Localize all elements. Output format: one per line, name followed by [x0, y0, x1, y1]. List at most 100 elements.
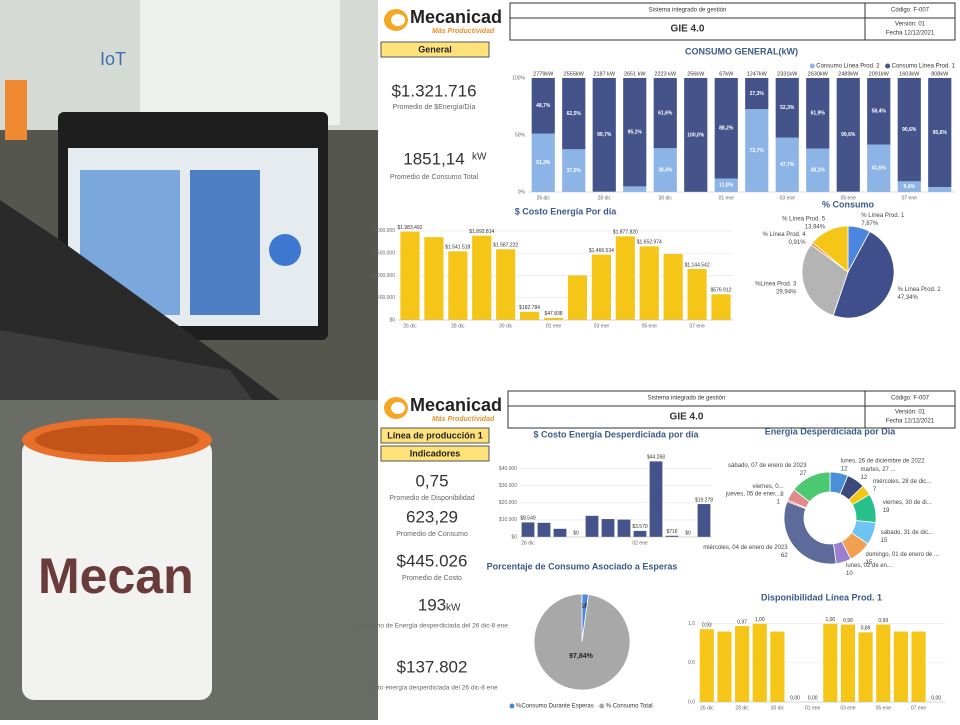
bar-label: $3.570 — [632, 524, 648, 530]
total-label: 2223 kW — [654, 71, 677, 77]
bar — [586, 516, 599, 537]
kpi-label: Promedio de $Energía/Día — [393, 104, 476, 111]
chart-title: $ Costo Energía Desperdiciada por día — [533, 429, 699, 439]
bar-label: $1.983.492 — [397, 225, 422, 231]
bar — [664, 254, 683, 320]
bar-label: 38,1% — [811, 168, 826, 174]
nav-button-label: Indicadores — [410, 448, 461, 458]
bar — [618, 520, 631, 537]
bar-label: 27,3% — [750, 91, 765, 97]
slice-value: 29,94% — [776, 290, 797, 296]
slice-name: lunes, 02 de en... — [846, 563, 892, 569]
bar — [711, 294, 730, 320]
bar-label: 0,99 — [843, 618, 853, 624]
header-title: GIE 4.0 — [671, 24, 705, 35]
bar-label: $1.892.814 — [469, 229, 494, 235]
y-tick-label: 0,0 — [688, 699, 695, 705]
slice-name: miércoles, 04 de enero de 2023 — [703, 545, 788, 551]
bar-label: 0,97 — [737, 619, 747, 625]
kpi-value: $1.321.716 — [391, 81, 476, 100]
y-tick-label: 1.500.000 — [373, 251, 395, 257]
slice-name: % Línea Prod. 2 — [898, 287, 942, 293]
kpi-value: $445.026 — [397, 551, 468, 570]
x-tick-label: 26 dic — [700, 705, 714, 711]
mug-text: Mecan — [38, 548, 194, 604]
slice-value: 12 — [841, 467, 848, 473]
x-tick-label: 30 dic — [499, 323, 513, 329]
slice-value: 10 — [846, 571, 853, 577]
total-label: 1247kW — [747, 71, 768, 77]
bar-label: 0,00 — [931, 695, 941, 701]
header-version: Versión: 01 — [895, 410, 926, 416]
bar-label: 0,93 — [702, 623, 712, 629]
logo-name: Mecanicad — [410, 395, 502, 415]
bar-label: 99,7% — [597, 132, 612, 138]
x-tick-label: 01 ene — [805, 705, 821, 711]
wall-icon — [5, 80, 27, 140]
slice-name: %Línea Prod. 3 — [755, 282, 797, 288]
legend-swatch — [510, 704, 515, 709]
legend-label: Consumo Línea Prod. 1 — [892, 64, 956, 70]
nav-button-label: General — [418, 44, 452, 54]
bar-label: $1.652.974 — [637, 240, 662, 246]
logo-tagline: Más Productividad — [432, 28, 495, 35]
total-label: 808kW — [931, 71, 949, 77]
slice-name: sábado, 31 de dic... — [881, 530, 934, 536]
y-tick-label: 50% — [515, 132, 526, 138]
bar-label: 47,7% — [780, 162, 795, 168]
kpi-unit: kW — [446, 603, 461, 614]
mug-inside — [35, 425, 199, 455]
kpi-label: Promedio de Consumo Total — [390, 174, 479, 181]
bar-label: 99,6% — [841, 132, 856, 138]
bar — [650, 461, 663, 537]
slice-name: % Línea Prod. 5 — [782, 217, 826, 223]
bar-label: 9,4% — [904, 184, 916, 190]
bar-label: $1.877.820 — [613, 230, 638, 236]
chart-title: Disponibilidad Línea Prod. 1 — [761, 592, 882, 602]
y-tick-label: $40.000 — [499, 466, 517, 472]
header-version: Versión: 01 — [895, 22, 926, 28]
x-tick-label: 07 ene — [911, 705, 927, 711]
slice-value: 27 — [800, 471, 807, 477]
bar-label: 51,3% — [536, 160, 551, 166]
x-tick-label: 05 ene — [642, 323, 658, 329]
chart-title: Porcentaje de Consumo Asociado a Esperas — [487, 561, 678, 571]
bar — [735, 626, 749, 702]
legend-label: % Consumo Total — [606, 704, 653, 710]
bar — [894, 632, 908, 702]
bar-label: $1.466.534 — [589, 248, 614, 254]
x-tick-label: 03 ene — [594, 323, 610, 329]
y-tick-label: 0,5 — [688, 660, 695, 666]
bar-segment — [928, 187, 951, 192]
slice-value: 47,34% — [898, 295, 919, 301]
logo-icon — [391, 402, 405, 414]
x-tick-label: 28 dic — [451, 323, 465, 329]
slice-name: domingo, 01 de enero de ... — [866, 552, 940, 558]
kpi-label: Promedio de Costo — [402, 575, 462, 582]
bar — [522, 522, 535, 537]
slice-value: 7,87% — [861, 221, 879, 227]
x-tick-label: 01 ene — [546, 323, 562, 329]
bar-label: $1.144.542 — [685, 262, 710, 268]
bar-label: 61,6% — [658, 110, 673, 116]
kpi-value: 193 — [418, 595, 446, 614]
nav-button-label: Línea de producción 1 — [387, 430, 483, 440]
bar-label: $182.784 — [519, 305, 540, 311]
total-label: 2331kW — [777, 71, 798, 77]
bar — [688, 269, 707, 320]
slice-name: martes, 27 ... — [861, 467, 896, 473]
bar-label: $44.268 — [647, 455, 665, 461]
bar — [400, 232, 419, 320]
bar-label: 52,3% — [780, 105, 795, 111]
bar-label: $0 — [685, 530, 691, 536]
y-tick-label: $20.000 — [499, 500, 517, 506]
bar-label: 90,6% — [902, 127, 917, 133]
total-label: 2651 kW — [624, 71, 647, 77]
bar-label: 48,7% — [536, 103, 551, 109]
slice-label: 97,84% — [569, 653, 594, 660]
bar — [448, 251, 467, 320]
bar-label: 95,6% — [933, 130, 948, 136]
bar — [876, 625, 890, 702]
bar-label: 0,00 — [790, 695, 800, 701]
x-tick-label: 05 ene — [876, 705, 892, 711]
